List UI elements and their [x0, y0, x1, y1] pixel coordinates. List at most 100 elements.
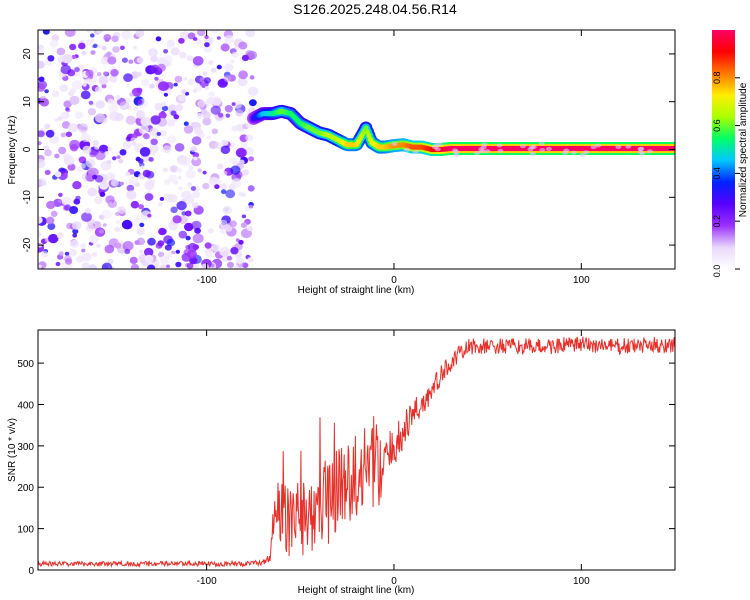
noise-cell: [191, 136, 202, 146]
colorbar-tick-label: 0.6: [712, 119, 722, 132]
noise-cell: [210, 30, 220, 34]
noise-cell: [224, 35, 235, 44]
noise-cell: [44, 149, 52, 157]
ridge-speckle: [595, 143, 602, 148]
noise-cell: [115, 94, 121, 100]
ridge-speckle: [583, 150, 589, 155]
noise-cell: [38, 76, 45, 82]
noise-cell: [110, 179, 119, 187]
noise-cell: [95, 113, 106, 123]
noise-cell: [202, 111, 211, 119]
ridge-speckle: [433, 143, 440, 148]
noise-cell: [96, 243, 101, 248]
noise-cell: [130, 263, 139, 269]
ridge-speckle: [520, 144, 526, 149]
noise-cell: [40, 251, 49, 258]
noise-cell: [248, 204, 253, 209]
noise-cell: [185, 245, 191, 250]
noise-cell: [211, 128, 218, 135]
noise-cell: [144, 193, 154, 201]
noise-cell: [170, 110, 177, 116]
noise-cell: [195, 84, 203, 92]
noise-cell: [181, 89, 187, 94]
noise-cell: [101, 83, 107, 89]
noise-cell: [92, 140, 99, 147]
noise-cell: [140, 210, 152, 220]
noise-cell: [45, 129, 55, 138]
noise-cell: [171, 250, 176, 255]
noise-cell: [38, 231, 42, 238]
noise-cell: [185, 169, 196, 179]
noise-cell: [65, 131, 73, 138]
noise-cell: [181, 211, 187, 216]
noise-cell: [158, 81, 169, 91]
ridge-speckle: [481, 142, 488, 147]
noise-cell: [86, 174, 95, 182]
noise-cell: [100, 160, 112, 171]
noise-cell: [85, 158, 96, 168]
noise-cell: [47, 55, 55, 62]
noise-cell: [175, 104, 184, 112]
noise-cell: [131, 141, 137, 146]
ridge-speckle: [538, 141, 545, 146]
noise-cell: [94, 145, 100, 150]
noise-cell: [172, 215, 182, 224]
noise-cell: [85, 223, 95, 232]
noise-cell: [87, 187, 98, 197]
noise-cell: [247, 50, 258, 60]
noise-cell: [80, 90, 91, 100]
ridge-speckle: [479, 149, 486, 154]
snr-y-axis-label: SNR (10 * v/v): [7, 418, 18, 482]
x-tick-label: 0: [391, 576, 397, 587]
noise-cell: [109, 111, 121, 122]
noise-cell: [61, 196, 72, 206]
noise-cell: [150, 138, 158, 146]
colorbar-tick-label: 0.2: [712, 215, 722, 228]
noise-cell: [104, 244, 115, 254]
noise-cell: [97, 44, 103, 49]
noise-cell: [101, 262, 113, 269]
noise-cell: [74, 67, 80, 73]
snr-series-group: [38, 336, 675, 569]
noise-cell: [222, 205, 232, 215]
ridge-speckle: [527, 147, 534, 152]
noise-cell: [201, 263, 209, 269]
noise-cell: [248, 156, 255, 162]
noise-cell: [140, 165, 145, 170]
snr-plot-background: [38, 330, 675, 570]
noise-cell: [230, 59, 235, 64]
noise-cell: [131, 87, 142, 97]
noise-cell: [174, 75, 183, 83]
noise-cell: [214, 142, 222, 149]
x-tick-label: 100: [573, 275, 590, 286]
noise-cell: [74, 111, 84, 120]
noise-cell: [138, 204, 145, 210]
noise-cell: [134, 240, 140, 246]
noise-cell: [245, 134, 254, 142]
noise-cell: [170, 206, 178, 214]
noise-cell: [81, 262, 90, 269]
noise-cell: [211, 244, 221, 252]
noise-cell: [114, 226, 121, 232]
noise-cell: [81, 252, 92, 262]
noise-cell: [204, 242, 212, 249]
noise-cell: [75, 195, 81, 201]
noise-cell: [236, 257, 244, 264]
noise-cell: [238, 239, 244, 245]
noise-cell: [64, 251, 70, 256]
noise-cell: [39, 98, 50, 107]
noise-cell: [207, 228, 214, 234]
noise-cell: [168, 174, 178, 183]
noise-cell: [214, 184, 220, 190]
noise-cell: [194, 227, 202, 234]
noise-cell: [232, 100, 242, 109]
noise-cell: [144, 247, 154, 257]
noise-cell: [123, 73, 133, 82]
noise-cell: [69, 206, 79, 214]
noise-cell: [249, 75, 255, 80]
noise-cell: [69, 95, 80, 105]
y-tick-label: 10: [22, 96, 33, 108]
noise-cell: [147, 264, 156, 269]
noise-cell: [72, 181, 82, 190]
noise-cell: [59, 84, 69, 92]
